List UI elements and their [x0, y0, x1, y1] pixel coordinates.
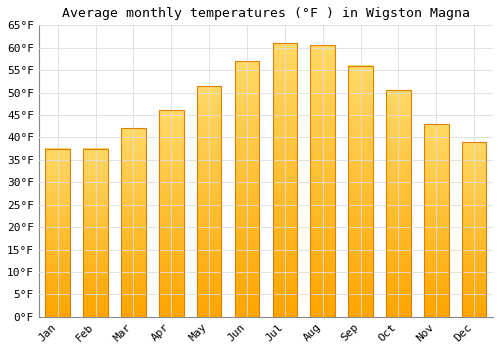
Bar [272, 43, 297, 317]
Bar [46, 149, 70, 317]
Bar [234, 61, 260, 317]
Bar [424, 124, 448, 317]
Bar [159, 111, 184, 317]
Bar [84, 149, 108, 317]
Bar [197, 86, 222, 317]
Bar [386, 90, 410, 317]
Title: Average monthly temperatures (°F ) in Wigston Magna: Average monthly temperatures (°F ) in Wi… [62, 7, 470, 20]
Bar [462, 142, 486, 317]
Bar [348, 66, 373, 317]
Bar [310, 46, 335, 317]
Bar [121, 128, 146, 317]
